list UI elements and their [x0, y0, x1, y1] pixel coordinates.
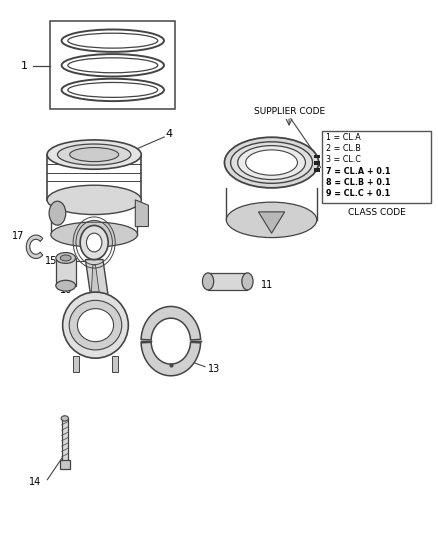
Text: 13: 13: [208, 364, 220, 374]
Ellipse shape: [238, 146, 305, 180]
Ellipse shape: [51, 222, 138, 247]
Bar: [62, 418, 68, 461]
Text: 15: 15: [45, 256, 57, 266]
Ellipse shape: [47, 185, 141, 215]
Ellipse shape: [226, 202, 317, 238]
Ellipse shape: [68, 58, 158, 73]
Ellipse shape: [246, 150, 297, 175]
Ellipse shape: [61, 416, 68, 421]
Polygon shape: [141, 306, 201, 340]
Ellipse shape: [56, 253, 76, 263]
Text: 2 = CL.B: 2 = CL.B: [326, 144, 361, 153]
Bar: [314, 155, 320, 158]
Ellipse shape: [224, 137, 318, 188]
Polygon shape: [141, 342, 201, 376]
Ellipse shape: [70, 148, 119, 161]
Bar: [208, 273, 247, 290]
Text: 1: 1: [21, 61, 28, 70]
Ellipse shape: [69, 301, 122, 350]
Text: 3 = CL.C: 3 = CL.C: [326, 156, 361, 164]
Ellipse shape: [63, 292, 128, 358]
Ellipse shape: [202, 273, 214, 290]
Bar: [322, 131, 431, 203]
Ellipse shape: [49, 201, 66, 225]
Ellipse shape: [57, 144, 131, 165]
Bar: [50, 21, 175, 109]
Text: 12: 12: [165, 307, 177, 317]
Bar: [112, 356, 118, 372]
Ellipse shape: [230, 142, 313, 183]
Ellipse shape: [62, 79, 164, 101]
Text: 16: 16: [60, 286, 72, 295]
Ellipse shape: [86, 233, 102, 252]
Text: SUPPLIER CODE: SUPPLIER CODE: [254, 108, 325, 116]
Ellipse shape: [80, 225, 108, 260]
Polygon shape: [90, 265, 103, 320]
Text: 11: 11: [261, 280, 273, 290]
Bar: [60, 460, 70, 469]
Text: 14: 14: [29, 478, 42, 487]
Ellipse shape: [60, 255, 71, 261]
Bar: [314, 161, 320, 165]
Ellipse shape: [47, 140, 141, 169]
Ellipse shape: [62, 54, 164, 76]
Ellipse shape: [56, 280, 76, 291]
Polygon shape: [258, 212, 285, 233]
Ellipse shape: [242, 273, 253, 290]
Ellipse shape: [68, 33, 158, 48]
Bar: [56, 258, 75, 286]
Ellipse shape: [62, 29, 164, 52]
Text: 9 = CL.C + 0.1: 9 = CL.C + 0.1: [326, 189, 390, 198]
Ellipse shape: [78, 309, 113, 342]
Polygon shape: [135, 200, 148, 227]
Text: CLASS CODE: CLASS CODE: [348, 208, 406, 216]
Text: 1 = CL.A: 1 = CL.A: [326, 133, 361, 142]
Text: 4: 4: [165, 130, 172, 139]
Text: 8 = CL.B + 0.1: 8 = CL.B + 0.1: [326, 178, 391, 187]
Text: 7 = CL.A + 0.1: 7 = CL.A + 0.1: [326, 167, 391, 175]
Bar: [314, 168, 320, 172]
Ellipse shape: [68, 83, 158, 98]
Polygon shape: [26, 235, 43, 259]
Text: 17: 17: [12, 231, 24, 240]
Polygon shape: [83, 260, 118, 330]
Bar: [73, 356, 79, 372]
